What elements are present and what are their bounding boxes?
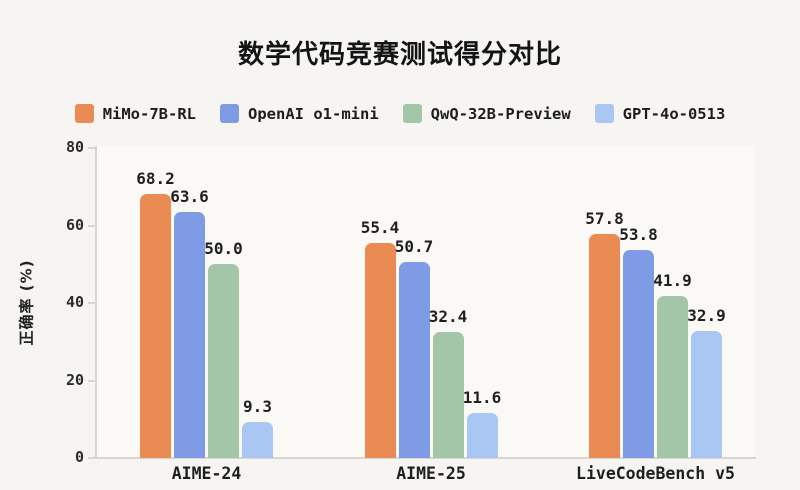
category-label-aime-25: AIME-25: [396, 464, 466, 483]
bar-gpt-4o-0513-livecodebench-v5: [691, 331, 722, 458]
value-label-qwq-32b-preview-aime-24: 50.0: [204, 239, 243, 258]
legend-swatch-icon: [220, 104, 240, 123]
bar-mimo-7b-rl-aime-25: [364, 243, 396, 458]
bar-qwq-32b-preview-livecodebench-v5: [657, 296, 688, 458]
legend-item-mimo-7b-rl: MiMo-7B-RL: [74, 104, 197, 123]
bar-qwq-32b-preview-aime-24: [208, 264, 239, 458]
bar-qwq-32b-preview-aime-25: [432, 332, 464, 458]
bar-mimo-7b-rl-aime-24: [140, 194, 171, 458]
value-label-openai-o1-mini-livecodebench-v5: 53.8: [619, 225, 658, 244]
legend-label: MiMo-7B-RL: [102, 104, 197, 123]
legend-swatch-icon: [74, 104, 94, 123]
legend: MiMo-7B-RL OpenAI o1-mini QwQ-32B-Preview G…: [0, 104, 800, 123]
y-tick-mark-0: [88, 457, 96, 459]
category-label-aime-24: AIME-24: [171, 464, 242, 483]
x-axis-line: [88, 457, 756, 459]
y-tick-mark-40: [88, 302, 96, 304]
y-tick-label-40: 40: [65, 293, 84, 311]
bar-mimo-7b-rl-livecodebench-v5: [589, 234, 620, 458]
value-label-gpt-4o-0513-aime-25: 11.6: [462, 388, 502, 407]
value-label-gpt-4o-0513-aime-24: 9.3: [243, 397, 272, 416]
value-label-qwq-32b-preview-aime-25: 32.4: [428, 307, 468, 326]
value-label-openai-o1-mini-aime-25: 50.7: [394, 237, 434, 256]
category-label-livecodebench-v5: LiveCodeBench v5: [576, 464, 735, 483]
y-tick-label-20: 20: [65, 370, 84, 389]
y-tick-label-80: 80: [65, 138, 84, 156]
legend-item-openai-o1-mini: OpenAI o1-mini: [220, 104, 379, 123]
bar-gpt-4o-0513-aime-24: [242, 422, 273, 458]
bar-openai-o1-mini-aime-25: [398, 262, 430, 458]
value-label-mimo-7b-rl-aime-25: 55.4: [360, 218, 400, 237]
bar-openai-o1-mini-aime-24: [174, 212, 205, 458]
legend-label: GPT-4o-0513: [622, 104, 726, 123]
legend-item-gpt-4o-0513: GPT-4o-0513: [594, 104, 726, 123]
value-label-openai-o1-mini-aime-24: 63.6: [170, 187, 209, 206]
value-label-mimo-7b-rl-livecodebench-v5: 57.8: [585, 209, 624, 228]
legend-swatch-icon: [402, 104, 422, 123]
y-axis-line: [95, 146, 97, 458]
y-tick-mark-20: [88, 379, 96, 382]
value-label-mimo-7b-rl-aime-24: 68.2: [136, 169, 175, 188]
y-tick-mark-80: [88, 147, 96, 149]
value-label-qwq-32b-preview-livecodebench-v5: 41.9: [653, 271, 692, 290]
value-label-gpt-4o-0513-livecodebench-v5: 32.9: [687, 306, 726, 325]
legend-label: QwQ-32B-Preview: [430, 104, 571, 123]
legend-swatch-icon: [594, 104, 614, 123]
y-tick-label-0: 0: [74, 448, 84, 466]
y-tick-label-60: 60: [65, 215, 84, 234]
legend-item-qwq-32b-preview: QwQ-32B-Preview: [402, 104, 571, 123]
y-tick-mark-60: [88, 224, 96, 227]
legend-label: OpenAI o1-mini: [248, 104, 379, 123]
bar-gpt-4o-0513-aime-25: [466, 413, 498, 458]
chart-title: 数学代码竞赛测试得分对比: [237, 40, 562, 70]
bar-openai-o1-mini-livecodebench-v5: [623, 250, 654, 458]
